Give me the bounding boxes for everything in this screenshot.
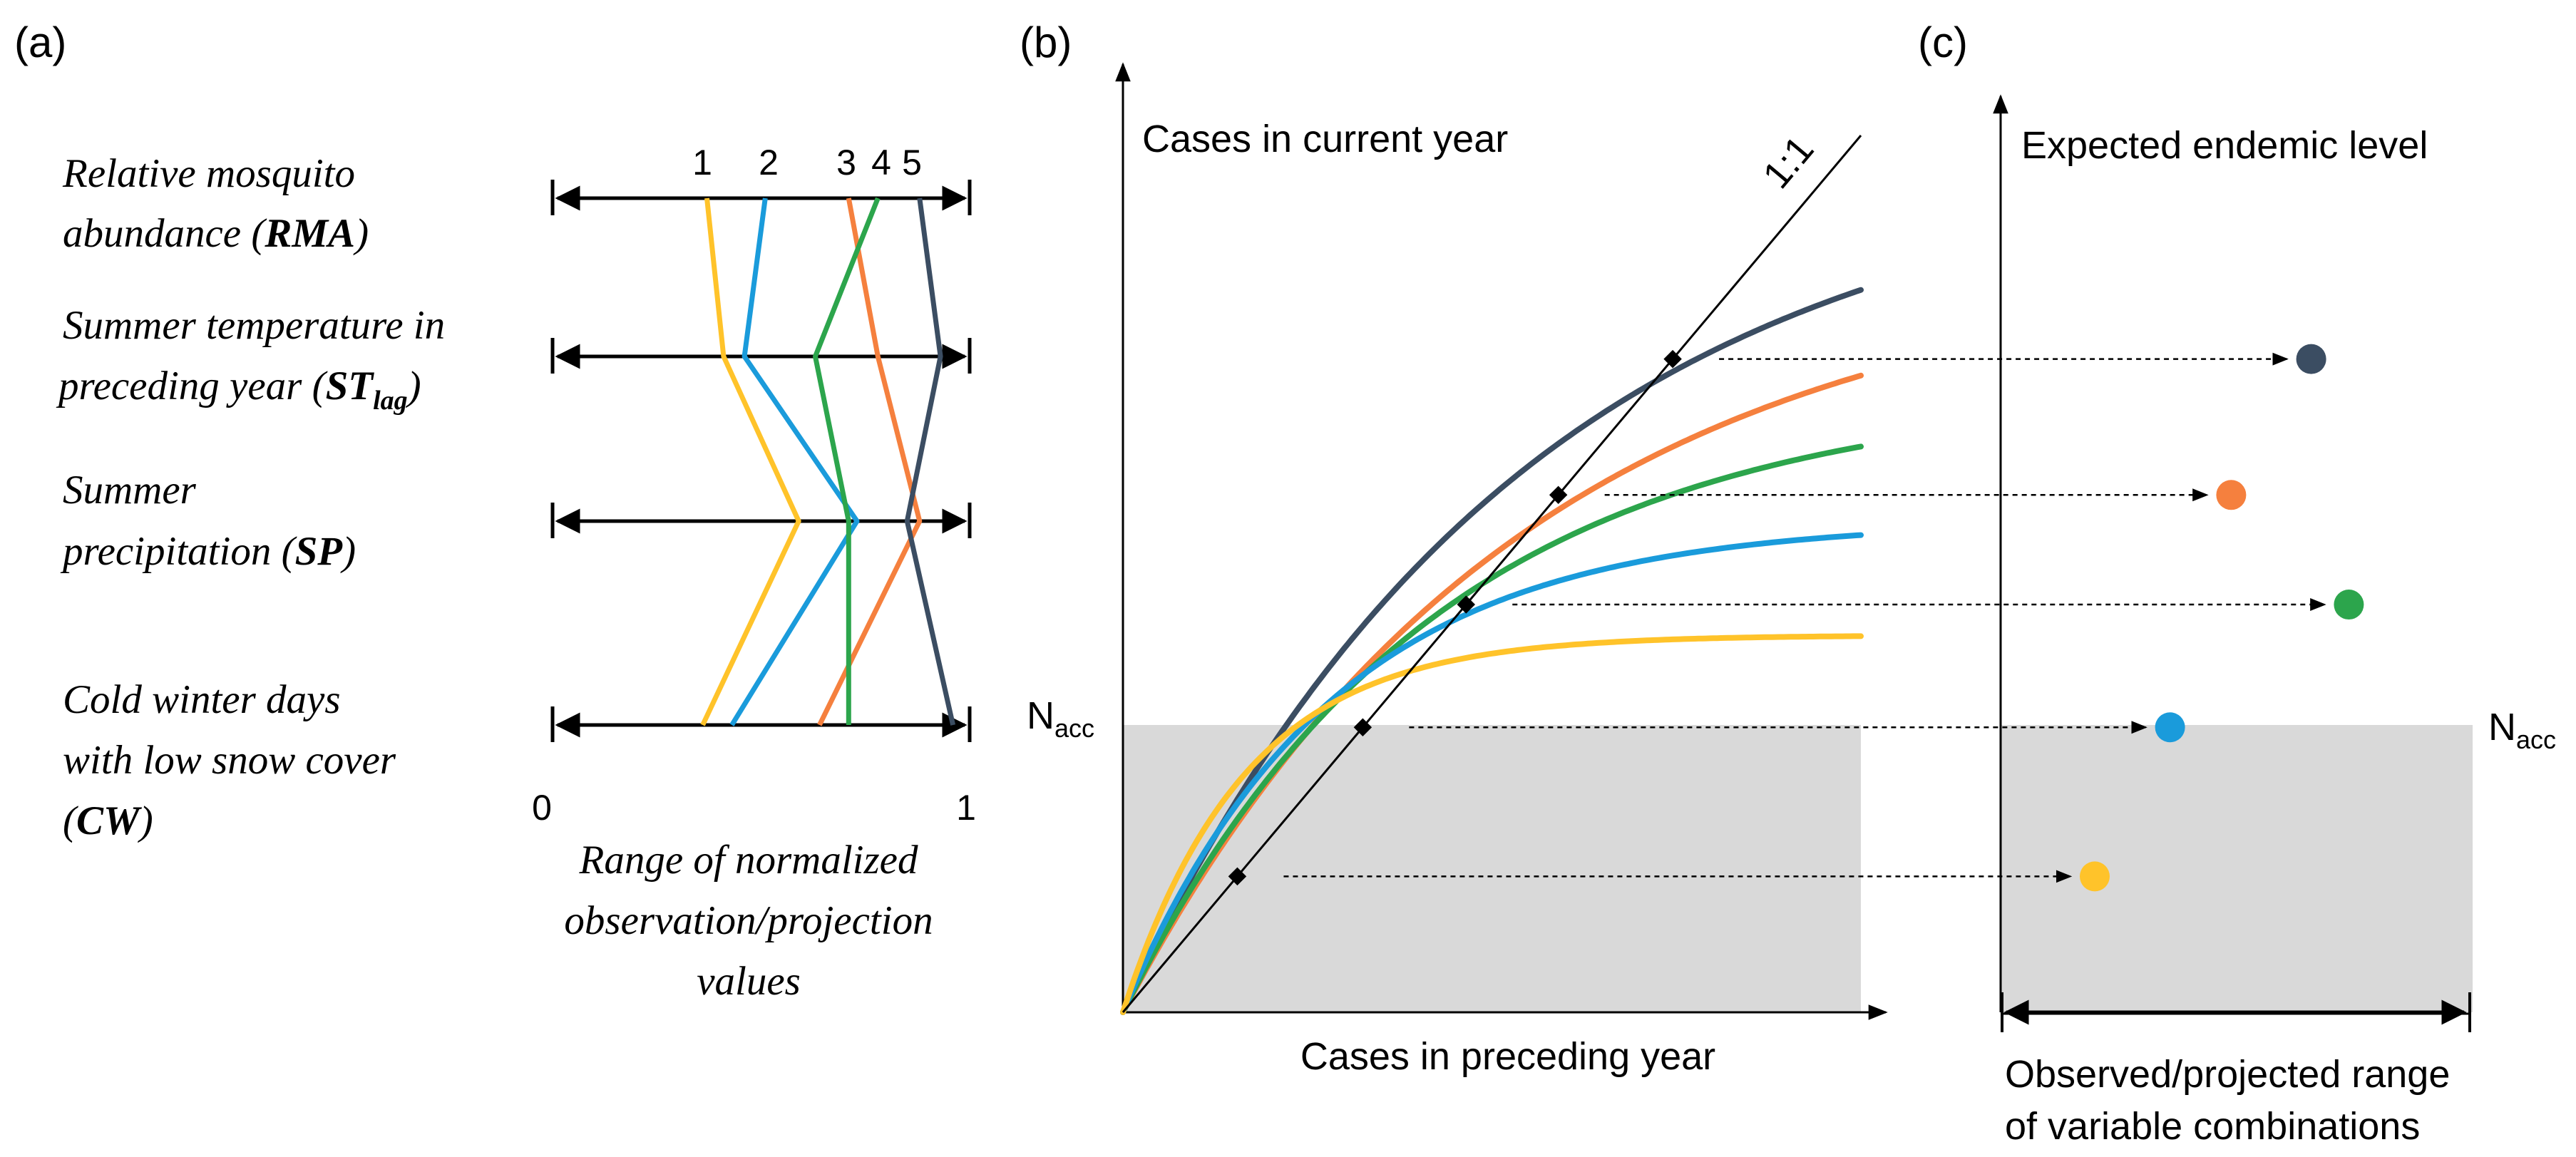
endemic-point-4: [2334, 590, 2364, 620]
below-threshold-area: [1123, 725, 1861, 1012]
scenario-line-2: [729, 197, 860, 726]
panel-c: (c) Expected endemic level Observed/proj…: [1283, 19, 2556, 1148]
endemic-level-points: [2080, 344, 2364, 892]
equilibrium-marker-4: [1457, 595, 1476, 614]
panel-b-label: (b): [1020, 19, 1072, 66]
panel-a: (a) Relative mosquito abundance (RMA) Su…: [14, 19, 976, 1004]
var-cw-line2: with low snow cover: [63, 738, 396, 783]
panel-a-label: (a): [14, 19, 66, 66]
var-cw-line3: (CW): [63, 798, 153, 843]
endemic-point-3: [2216, 480, 2247, 510]
response-curves: [1120, 287, 1864, 1015]
parallel-axes: [550, 180, 972, 742]
response-curve-2: [1120, 532, 1864, 1015]
scenario-number-4: 4: [871, 143, 891, 182]
identity-line: [1122, 135, 1862, 1013]
parallel-lines: [700, 197, 956, 726]
endemic-point-1: [2080, 861, 2110, 892]
scenario-number-1: 1: [692, 143, 712, 182]
projection-arrows: [1283, 352, 2326, 883]
axis-max-label: 1: [956, 788, 976, 828]
axis-cw: [550, 706, 972, 742]
scenario-line-1: [700, 197, 801, 726]
panel-c-y-axis-title: Expected endemic level: [2021, 124, 2428, 167]
panel-c-x-axis-title-2: of variable combinations: [2005, 1105, 2420, 1148]
var-cw-line1: Cold winter days: [63, 677, 341, 722]
panel-c-threshold-label: Nacc: [2488, 706, 2556, 754]
panel-b-x-axis-title: Cases in preceding year: [1300, 1035, 1715, 1078]
scenario-line-5: [904, 197, 956, 726]
panel-b-threshold-label: Nacc: [1027, 694, 1094, 743]
endemic-point-5: [2296, 344, 2326, 374]
panel-b-y-axis-title: Cases in current year: [1142, 118, 1508, 160]
var-sp-line2: precipitation (SP): [60, 529, 356, 574]
panel-a-axis-title-3: values: [697, 959, 801, 1004]
var-st-line2: preceding year (STlag): [56, 364, 421, 416]
var-sp-line1: Summer: [63, 468, 197, 513]
scenario-line-4: [813, 197, 881, 725]
below-threshold-area-c: [2001, 725, 2473, 1012]
scenario-number-3: 3: [836, 143, 856, 182]
var-st-line1: Summer temperature in: [63, 303, 445, 348]
var-rma-line1: Relative mosquito: [62, 151, 355, 196]
scenario-number-2: 2: [759, 143, 779, 182]
panel-c-x-axis-title-1: Observed/projected range: [2005, 1053, 2450, 1096]
response-curve-4: [1120, 443, 1864, 1015]
axis-min-label: 0: [532, 788, 552, 828]
endemic-point-2: [2155, 712, 2185, 743]
response-curve-5: [1120, 287, 1864, 1015]
panel-c-range-arrow: [2001, 992, 2471, 1032]
var-rma-line2: abundance (RMA): [63, 211, 369, 256]
axis-sp: [550, 503, 972, 538]
panel-b: (b) Cases in current year Cases in prece…: [1020, 19, 1888, 1078]
scenario-line-3: [817, 197, 923, 726]
panel-a-axis-title-1: Range of normalized: [579, 838, 918, 883]
scenario-number-5: 5: [902, 143, 922, 182]
identity-line-label: 1:1: [1755, 128, 1822, 197]
axis-st-lag: [550, 338, 972, 374]
panel-c-label: (c): [1918, 19, 1968, 66]
panel-a-axis-title-2: observation/projection: [564, 898, 933, 943]
axis-rma: [550, 180, 972, 215]
response-curve-1: [1120, 633, 1864, 1015]
